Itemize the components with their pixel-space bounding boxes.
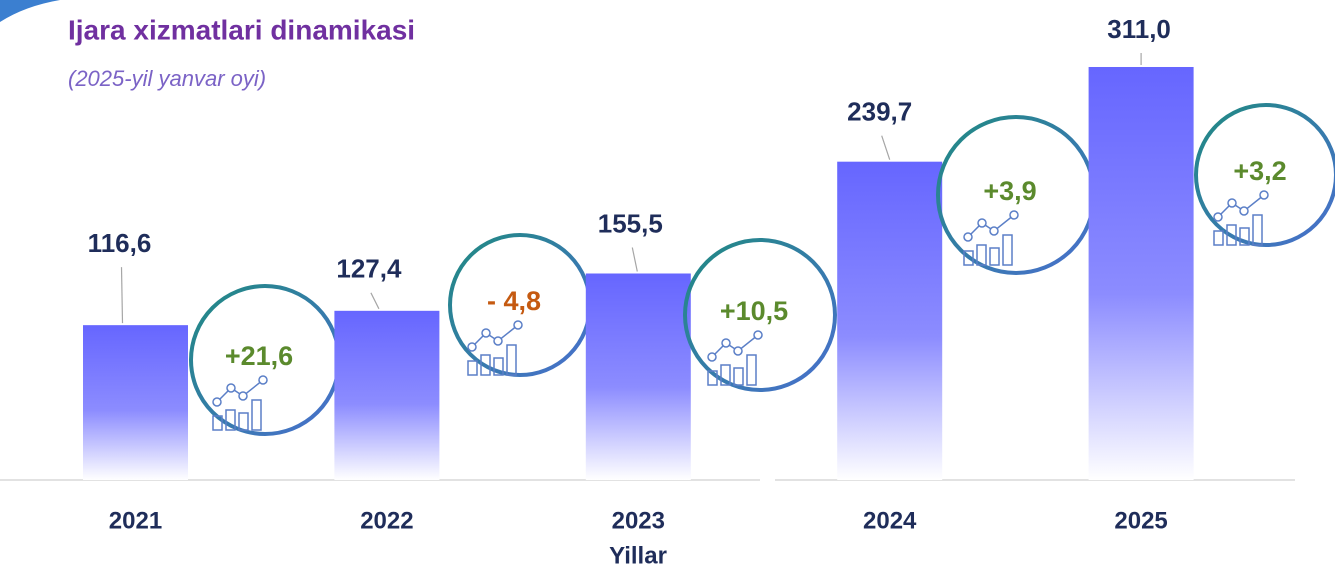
growth-label: +10,5 bbox=[720, 296, 788, 326]
icon-line bbox=[216, 379, 264, 403]
chart-subtitle: (2025-yil yanvar oyi) bbox=[68, 66, 266, 91]
icon-bar bbox=[989, 247, 1000, 266]
growth-label: +3,2 bbox=[1233, 156, 1286, 186]
growth-ring bbox=[1194, 103, 1335, 247]
value-label: 239,7 bbox=[847, 97, 912, 127]
growth-label: - 4,8 bbox=[487, 286, 541, 316]
growth-label: +21,6 bbox=[225, 341, 293, 371]
icon-bar bbox=[225, 409, 236, 431]
icon-dot bbox=[513, 320, 523, 330]
icon-line bbox=[967, 214, 1015, 238]
icon-dot bbox=[467, 342, 477, 352]
icon-dot bbox=[733, 346, 743, 356]
x-tick-label: 2024 bbox=[863, 507, 917, 534]
icon-bar bbox=[707, 370, 718, 386]
icon-dot bbox=[1227, 198, 1237, 208]
icon-bar bbox=[493, 357, 504, 376]
icon-dot bbox=[493, 336, 503, 346]
icon-dot bbox=[238, 391, 248, 401]
bar bbox=[1088, 66, 1194, 480]
icon-bar bbox=[1002, 234, 1013, 266]
icon-bar bbox=[1226, 224, 1237, 246]
icon-dot bbox=[258, 375, 268, 385]
value-label: 311,0 bbox=[1107, 14, 1171, 44]
icon-bar bbox=[976, 244, 987, 266]
icon-bar bbox=[480, 354, 491, 376]
x-axis-label: Yillar bbox=[609, 542, 667, 569]
icon-bar bbox=[720, 364, 731, 386]
icon-bar bbox=[467, 360, 478, 376]
value-label: 127,4 bbox=[336, 254, 402, 284]
growth-label: +3,9 bbox=[983, 176, 1036, 206]
icon-dot bbox=[226, 383, 236, 393]
icon-bar bbox=[733, 367, 744, 386]
x-tick-label: 2025 bbox=[1114, 507, 1167, 534]
value-label: 116,6 bbox=[88, 228, 152, 258]
icon-dot bbox=[721, 338, 731, 348]
icon-dot bbox=[989, 226, 999, 236]
icon-dot bbox=[977, 218, 987, 228]
value-label: 155,5 bbox=[598, 208, 663, 238]
icon-dot bbox=[1009, 210, 1019, 220]
icon-dot bbox=[753, 330, 763, 340]
icon-bar bbox=[1213, 230, 1224, 246]
icon-line bbox=[1217, 194, 1265, 218]
icon-bar bbox=[506, 344, 517, 376]
x-tick-label: 2022 bbox=[360, 507, 413, 534]
icon-dot bbox=[1259, 190, 1269, 200]
bar bbox=[837, 161, 943, 480]
icon-dot bbox=[1239, 206, 1249, 216]
icon-bar bbox=[746, 354, 757, 386]
bar bbox=[334, 310, 440, 480]
chart-title: Ijara xizmatlari dinamikasi bbox=[68, 14, 415, 45]
growth-ring bbox=[683, 238, 837, 392]
icon-bar bbox=[1239, 227, 1250, 246]
leader-line bbox=[120, 267, 124, 324]
icon-bar bbox=[963, 250, 974, 266]
icon-line bbox=[471, 324, 519, 348]
icon-line bbox=[711, 334, 759, 358]
icon-bar bbox=[1252, 214, 1263, 246]
icon-dot bbox=[707, 352, 717, 362]
leader-line bbox=[881, 135, 891, 160]
icon-dot bbox=[963, 232, 973, 242]
icon-bar bbox=[238, 412, 249, 431]
corner-decoration bbox=[0, 0, 60, 22]
x-tick-label: 2023 bbox=[612, 507, 665, 534]
leader-line bbox=[370, 292, 380, 310]
bar bbox=[585, 273, 691, 480]
icon-dot bbox=[212, 397, 222, 407]
icon-bar bbox=[251, 399, 262, 431]
x-tick-label: 2021 bbox=[109, 507, 162, 534]
bar bbox=[83, 325, 188, 480]
icon-dot bbox=[1213, 212, 1223, 222]
leader-line bbox=[631, 247, 638, 272]
icon-dot bbox=[481, 328, 491, 338]
icon-bar bbox=[212, 415, 223, 431]
